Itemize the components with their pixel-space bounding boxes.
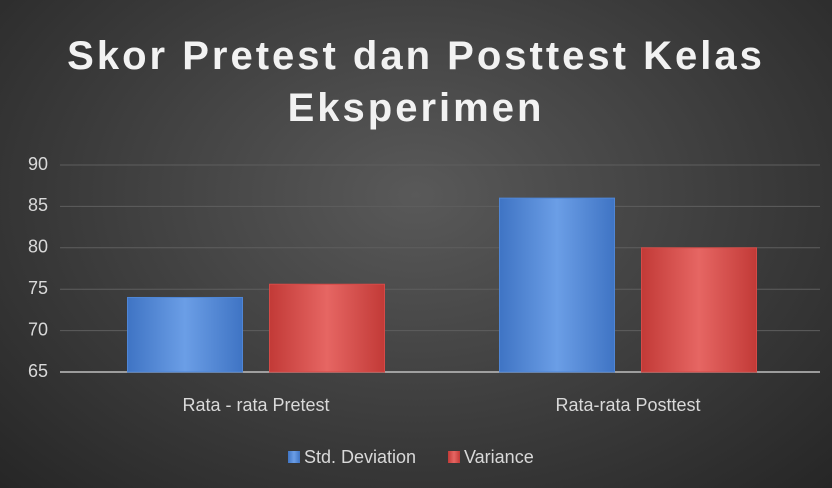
x-tick-label: Rata-rata Posttest [555, 395, 700, 415]
legend-swatch [448, 451, 460, 463]
bar [127, 296, 243, 373]
y-tick-label: 85 [28, 195, 48, 215]
y-tick-label: 90 [28, 154, 48, 174]
chart-title: Skor Pretest dan Posttest Kelas Eksperim… [67, 34, 765, 130]
bar [269, 283, 385, 373]
bar [499, 197, 615, 373]
x-tick-label: Rata - rata Pretest [182, 395, 329, 415]
legend-swatch [288, 451, 300, 463]
y-tick-label: 80 [28, 237, 48, 257]
legend-label: Variance [464, 447, 534, 467]
bar [641, 247, 757, 373]
y-tick-label: 75 [28, 278, 48, 298]
y-tick-label: 70 [28, 319, 48, 339]
y-tick-label: 65 [28, 361, 48, 381]
legend-label: Std. Deviation [304, 447, 416, 467]
